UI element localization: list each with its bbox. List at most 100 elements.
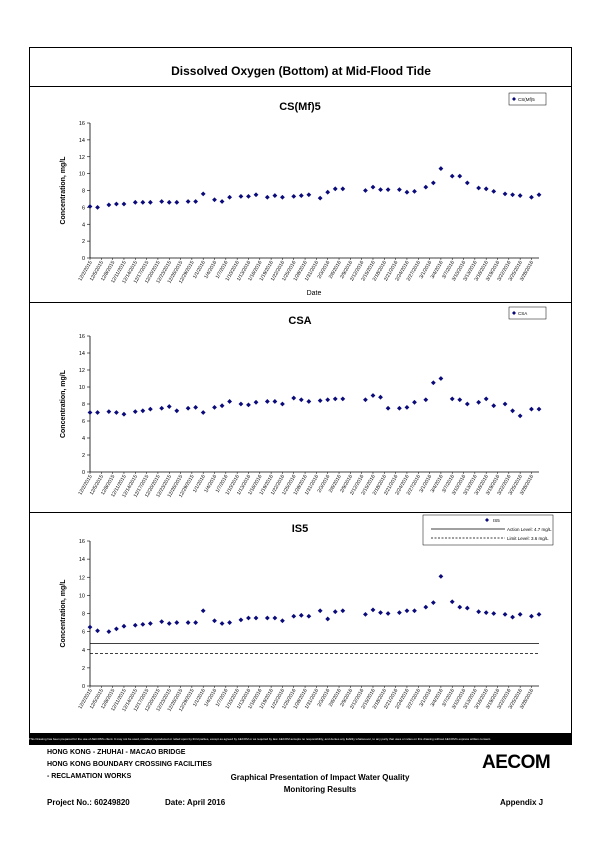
data-point [121,411,127,417]
y-tick-label: 4 [82,436,85,442]
data-point [378,610,383,615]
data-point [378,394,383,400]
y-tick-label: 10 [79,172,85,178]
data-point [536,192,542,198]
data-point [396,405,402,411]
data-point [264,194,270,200]
y-tick-label: 8 [82,612,85,618]
y-tick-label: 16 [79,334,85,340]
data-point [298,612,304,618]
y-tick-label: 12 [79,575,85,581]
data-point [253,192,259,198]
data-point [219,621,225,626]
data-point [272,615,278,621]
data-point [238,401,244,407]
legend-marker [512,97,516,101]
data-point [159,405,165,411]
data-point [106,629,112,635]
data-point [280,401,285,407]
data-point [363,397,368,403]
data-point [510,408,515,414]
data-point [185,620,191,625]
y-tick-label: 8 [82,402,85,408]
data-point [370,184,376,190]
y-tick-label: 14 [79,138,85,144]
panel-divider [29,86,572,87]
data-point [476,185,482,191]
data-point [483,396,489,402]
y-tick-label: 0 [82,256,85,262]
data-point [529,613,534,619]
data-point [517,612,523,617]
data-point [317,195,323,201]
data-point [510,192,515,198]
y-tick-label: 2 [82,239,85,245]
data-point [185,199,191,204]
data-point [193,405,199,410]
data-point [174,620,180,625]
data-point [227,399,233,404]
chart-title: IS5 [292,523,309,535]
data-point [438,573,444,579]
data-point [464,605,470,611]
data-point [95,410,100,415]
y-tick-label: 14 [79,351,85,357]
data-point [306,399,312,404]
data-point [106,409,112,415]
data-point [246,615,251,621]
data-point [517,193,523,198]
data-point [412,188,417,194]
data-point [238,194,244,199]
data-point [306,613,312,619]
legend-label: Action Level: 4.7 mg/L [507,527,552,532]
data-point [423,604,429,610]
data-point [298,193,304,198]
data-point [132,622,138,628]
data-point [114,626,119,632]
legend-box [508,92,547,106]
legend-label: CS(Mf)5 [518,97,535,102]
data-point [238,617,244,623]
data-point [227,620,233,625]
data-point [378,187,383,193]
data-point [95,204,100,210]
drawing-title-2: Monitoring Results [283,785,357,794]
data-point [423,184,429,190]
data-point [185,405,191,411]
data-point [529,194,534,200]
data-point [193,199,199,204]
data-point [174,199,180,205]
y-tick-label: 2 [82,666,85,672]
data-point [264,615,270,621]
data-point [385,187,391,193]
data-point [317,398,323,403]
data-point [166,404,172,409]
y-tick-label: 4 [82,222,85,228]
data-point [246,194,251,199]
data-point [457,397,463,403]
data-point [370,393,376,398]
y-tick-label: 8 [82,189,85,195]
data-point [340,608,346,614]
data-point [430,380,436,386]
y-tick-label: 4 [82,648,85,654]
y-axis-label: Concentration, mg/L [60,156,67,225]
data-point [491,188,497,194]
aecom-logo: AECOM [482,752,551,773]
data-point [340,396,346,402]
chart-title: CSA [288,315,311,327]
data-point [404,608,410,614]
data-point [159,199,165,204]
y-axis-label: Concentration, mg/L [60,579,67,648]
data-point [166,199,172,205]
data-point [121,623,127,629]
data-point [212,618,217,624]
data-point [430,180,436,186]
data-point [517,413,523,419]
data-point [385,611,391,616]
project-line-1: HONG KONG - ZHUHAI - MACAO BRIDGE [47,749,186,756]
y-tick-label: 2 [82,453,85,459]
data-point [114,410,119,415]
y-tick-label: 6 [82,630,85,636]
x-axis-label: Date [307,290,322,297]
